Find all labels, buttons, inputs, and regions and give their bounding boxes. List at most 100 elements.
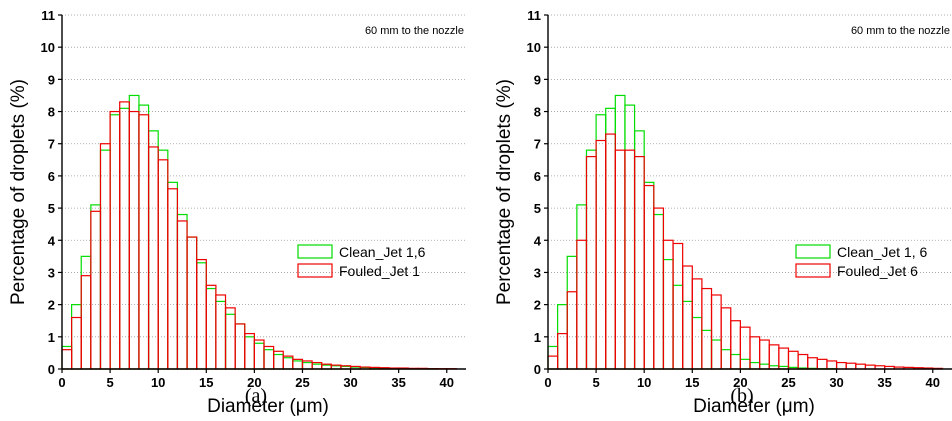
bar-clean — [750, 363, 760, 369]
y-tick-label: 1 — [534, 330, 541, 345]
y-tick-label: 11 — [41, 8, 55, 23]
y-tick-label: 2 — [48, 298, 55, 313]
y-tick-label: 10 — [527, 40, 541, 55]
legend-swatch-fouled — [298, 264, 332, 277]
bar-clean — [187, 237, 197, 369]
bar-fouled — [548, 356, 558, 369]
bar-clean — [206, 289, 216, 369]
y-tick-label: 10 — [41, 40, 55, 55]
legend-swatch-clean — [796, 245, 830, 258]
x-tick-label: 0 — [544, 375, 551, 390]
legend-label-clean: Clean_Jet 1, 6 — [837, 244, 927, 260]
bar-clean — [168, 182, 178, 369]
bar-clean — [72, 305, 82, 369]
x-tick-label: 40 — [440, 375, 454, 390]
bar-clean — [91, 205, 101, 369]
annotation-text: 60 mm to the nozzle — [851, 25, 950, 37]
bar-clean — [245, 337, 255, 369]
bar-fouled — [139, 115, 149, 369]
legend-swatch-clean — [298, 245, 332, 258]
bar-fouled — [721, 308, 731, 369]
bar-fouled — [856, 364, 866, 369]
bar-fouled — [558, 334, 568, 369]
bar-clean — [235, 324, 245, 369]
bar-clean — [197, 263, 207, 369]
bar-fouled — [567, 292, 577, 369]
bar-clean — [567, 256, 577, 369]
x-axis-label: Diameter (μm) — [207, 396, 329, 416]
y-axis-label: Percentage of droplets (%) — [494, 79, 515, 305]
y-tick-label: 8 — [534, 105, 541, 120]
panel-caption: (a) — [245, 385, 267, 407]
y-tick-label: 2 — [534, 298, 541, 313]
x-tick-label: 25 — [295, 375, 309, 390]
bar-clean — [274, 355, 284, 369]
bar-fouled — [216, 295, 226, 369]
x-tick-label: 35 — [877, 375, 891, 390]
bar-fouled — [712, 295, 722, 369]
bar-fouled — [100, 144, 110, 369]
bar-clean — [177, 215, 187, 369]
y-tick-label: 6 — [48, 169, 55, 184]
bar-clean — [692, 318, 702, 369]
x-tick-label: 15 — [685, 375, 699, 390]
y-tick-label: 5 — [534, 201, 541, 216]
bar-fouled — [312, 363, 322, 369]
bar-fouled — [683, 266, 693, 369]
bar-fouled — [808, 358, 818, 369]
bar-clean — [615, 95, 625, 369]
x-tick-label: 0 — [58, 375, 65, 390]
y-tick-label: 9 — [48, 72, 55, 87]
bar-fouled — [197, 260, 207, 369]
bar-clean — [635, 131, 645, 369]
bar-fouled — [837, 363, 847, 369]
bar-clean — [302, 363, 312, 369]
bar-fouled — [596, 141, 606, 369]
y-tick-label: 1 — [48, 330, 55, 345]
bar-clean — [558, 305, 568, 369]
bar-fouled — [625, 150, 635, 369]
bar-clean — [81, 256, 91, 369]
bar-clean — [644, 182, 654, 369]
y-tick-label: 4 — [534, 233, 542, 248]
bar-fouled — [817, 359, 827, 369]
bar-fouled — [644, 186, 654, 369]
bar-fouled — [615, 150, 625, 369]
x-tick-label: 5 — [106, 375, 113, 390]
y-tick-label: 5 — [48, 201, 55, 216]
bar-fouled — [91, 211, 101, 369]
bar-fouled — [606, 134, 616, 369]
x-tick-label: 30 — [343, 375, 357, 390]
bar-clean — [283, 358, 293, 369]
bar-fouled — [62, 350, 72, 369]
bar-fouled — [158, 160, 168, 369]
bar-clean — [293, 361, 303, 369]
legend-label-fouled: Fouled_Jet 1 — [339, 263, 420, 279]
bar-clean — [606, 108, 616, 369]
bar-fouled — [206, 285, 216, 369]
bar-fouled — [846, 363, 856, 369]
bar-fouled — [149, 147, 159, 369]
bar-fouled — [177, 221, 187, 369]
bar-clean — [548, 346, 558, 369]
bar-clean — [663, 260, 673, 369]
bar-clean — [586, 150, 596, 369]
y-tick-label: 9 — [534, 72, 541, 87]
y-tick-label: 11 — [527, 8, 541, 23]
bar-clean — [731, 355, 741, 369]
bar-fouled — [731, 321, 741, 369]
y-tick-label: 3 — [48, 265, 55, 280]
bar-clean — [577, 205, 587, 369]
bar-clean — [129, 95, 139, 369]
bar-clean — [702, 330, 712, 369]
y-tick-label: 0 — [48, 362, 55, 377]
bar-fouled — [254, 340, 264, 369]
y-tick-label: 0 — [534, 362, 541, 377]
bar-fouled — [798, 355, 808, 369]
x-tick-label: 15 — [199, 375, 213, 390]
x-tick-label: 40 — [926, 375, 940, 390]
legend-label-clean: Clean_Jet 1,6 — [339, 244, 426, 260]
